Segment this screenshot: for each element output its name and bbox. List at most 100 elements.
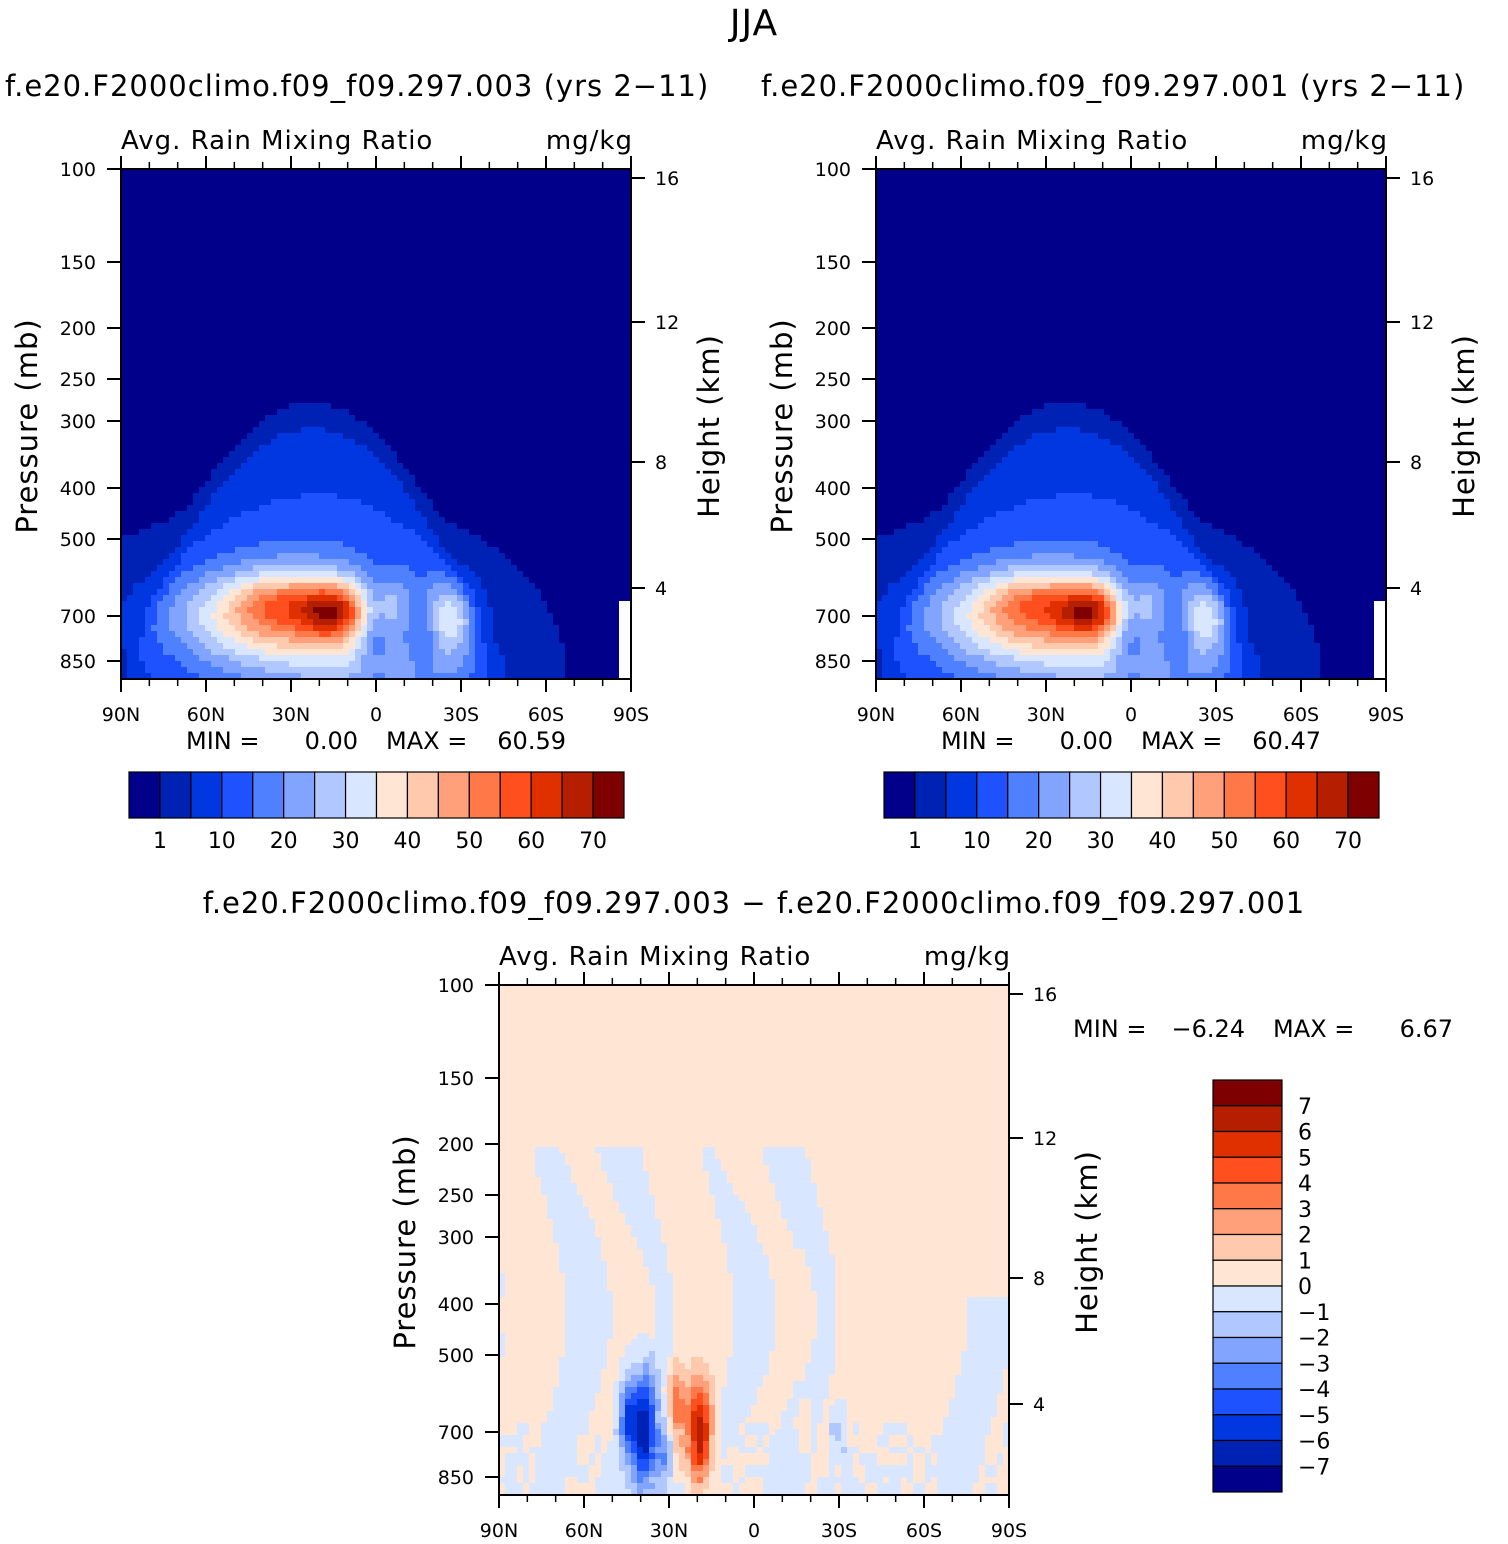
contour-cell — [307, 283, 314, 290]
contour-cell — [379, 313, 386, 320]
contour-cell — [187, 337, 194, 344]
contour-cell — [439, 205, 446, 212]
contour-cell — [535, 301, 542, 308]
contour-cell — [241, 193, 248, 200]
contour-cell — [619, 283, 626, 290]
contour-cell — [271, 253, 278, 260]
contour-cell — [367, 283, 374, 290]
contour-cell — [235, 175, 242, 182]
contour-cell — [505, 307, 512, 314]
contour-cell — [331, 283, 338, 290]
contour-cell — [601, 289, 608, 296]
contour-cell — [217, 199, 224, 206]
contour-cell — [325, 289, 332, 296]
contour-cell — [409, 259, 416, 266]
contour-cell — [211, 187, 218, 194]
contour-cell — [139, 241, 146, 248]
contour-cell — [289, 313, 296, 320]
contour-cell — [433, 313, 440, 320]
contour-cell — [379, 199, 386, 206]
contour-cell — [187, 301, 194, 308]
contour-cell — [385, 241, 392, 248]
contour-cell — [577, 247, 584, 254]
contour-cell — [391, 295, 398, 302]
contour-cell — [493, 265, 500, 272]
contour-cell — [421, 181, 428, 188]
contour-cell — [475, 217, 482, 224]
contour-cell — [205, 295, 212, 302]
contour-cell — [355, 235, 362, 242]
contour-cell — [463, 277, 470, 284]
contour-cell — [301, 271, 308, 278]
contour-cell — [565, 319, 572, 326]
contour-cell — [511, 217, 518, 224]
contour-cell — [553, 307, 560, 314]
contour-cell — [319, 247, 326, 254]
contour-cell — [193, 295, 200, 302]
contour-cell — [565, 271, 572, 278]
contour-cell — [421, 307, 428, 314]
contour-cell — [253, 175, 260, 182]
contour-cell — [397, 223, 404, 230]
contour-cell — [439, 337, 446, 344]
contour-cell — [181, 337, 188, 344]
contour-cell — [355, 307, 362, 314]
contour-cell — [415, 181, 422, 188]
contour-cell — [283, 247, 290, 254]
contour-cell — [403, 325, 410, 332]
contour-cell — [301, 247, 308, 254]
contour-cell — [349, 313, 356, 320]
contour-cell — [517, 301, 524, 308]
contour-cell — [397, 325, 404, 332]
contour-cell — [271, 229, 278, 236]
contour-cell — [559, 211, 566, 218]
contour-cell — [481, 247, 488, 254]
contour-cell — [223, 235, 230, 242]
contour-cell — [577, 295, 584, 302]
contour-cell — [595, 229, 602, 236]
contour-cell — [595, 313, 602, 320]
contour-cell — [391, 277, 398, 284]
contour-cell — [169, 337, 176, 344]
contour-cell — [217, 331, 224, 338]
contour-cell — [469, 175, 476, 182]
contour-cell — [367, 253, 374, 260]
contour-cell — [289, 337, 296, 344]
contour-cell — [367, 337, 374, 344]
contour-cell — [565, 175, 572, 182]
contour-cell — [367, 313, 374, 320]
contour-cell — [289, 229, 296, 236]
contour-cell — [295, 247, 302, 254]
contour-cell — [223, 289, 230, 296]
contour-cell — [427, 253, 434, 260]
contour-cell — [133, 325, 140, 332]
contour-cell — [313, 229, 320, 236]
contour-cell — [409, 313, 416, 320]
contour-cell — [169, 241, 176, 248]
contour-cell — [493, 199, 500, 206]
contour-cell — [337, 319, 344, 326]
contour-cell — [331, 265, 338, 272]
contour-cell — [601, 325, 608, 332]
contour-cell — [469, 199, 476, 206]
contour-cell — [445, 295, 452, 302]
contour-cell — [337, 283, 344, 290]
contour-cell — [463, 205, 470, 212]
contour-cell — [295, 217, 302, 224]
contour-cell — [451, 247, 458, 254]
contour-cell — [421, 247, 428, 254]
contour-cell — [523, 331, 530, 338]
contour-cell — [271, 337, 278, 344]
contour-cell — [607, 253, 614, 260]
contour-cell — [493, 319, 500, 326]
contour-cell — [205, 223, 212, 230]
contour-cell — [451, 199, 458, 206]
contour-cell — [295, 313, 302, 320]
contour-cell — [295, 289, 302, 296]
contour-cell — [199, 187, 206, 194]
contour-cell — [253, 235, 260, 242]
contour-cell — [553, 211, 560, 218]
contour-cell — [157, 235, 164, 242]
contour-cell — [481, 265, 488, 272]
contour-cell — [445, 283, 452, 290]
